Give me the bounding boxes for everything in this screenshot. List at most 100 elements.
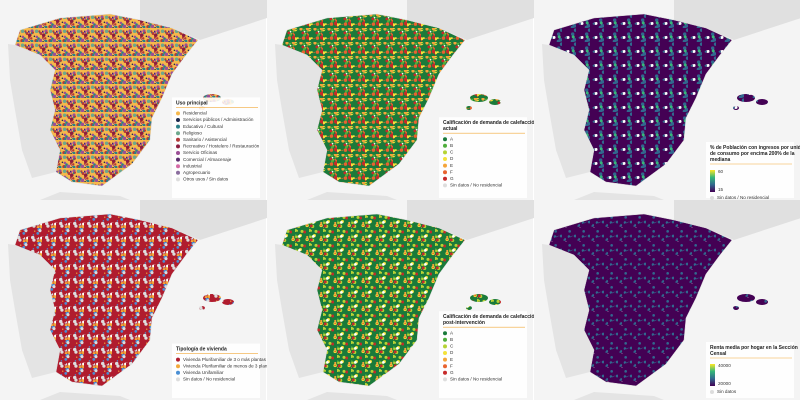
legend-tick-label: 20000 — [718, 381, 731, 386]
legend-label: Educativo / Cultural — [183, 124, 223, 129]
legend-swatch — [176, 151, 180, 155]
africa — [40, 192, 130, 200]
legend-swatch — [176, 370, 180, 375]
portugal — [542, 44, 594, 178]
france — [407, 200, 534, 240]
legend-title: Renta media por hogar en la Sección Censa… — [710, 345, 798, 357]
map-panel: Tipología de vivienda Vivienda Plurifamil… — [0, 200, 274, 400]
legend-label: Recreativo / Hostelero / Restauración — [183, 144, 260, 149]
legend-label: Vivienda Unifamiliar — [183, 370, 224, 375]
legend-swatch — [176, 131, 180, 136]
balearic-island — [466, 106, 472, 110]
spain — [281, 213, 466, 387]
balearic-island — [489, 299, 501, 305]
legend-swatch — [176, 164, 180, 169]
legend-label: Industrial — [183, 163, 202, 168]
legend-label: Sin datos / No residencial — [450, 377, 502, 382]
legend-label: Sin datos / No residencial — [183, 377, 235, 382]
legend-swatch — [176, 144, 180, 149]
legend-swatch — [176, 170, 180, 175]
spain — [548, 213, 733, 387]
legend-label: C — [450, 150, 454, 155]
spain — [14, 13, 199, 187]
africa — [40, 392, 130, 400]
africa — [307, 192, 397, 200]
legend-label: Otros usos / Sin datos — [183, 177, 229, 182]
legend-swatch — [176, 118, 180, 122]
legend-tick-label: 40000 — [718, 363, 731, 368]
legend-swatch — [443, 157, 447, 161]
legend-swatch — [443, 143, 447, 148]
legend-label: Sin datos / No residencial — [450, 183, 502, 188]
map-panel: % de Población con ingresos por unidad de… — [534, 0, 800, 200]
legend-label: Religioso — [183, 130, 202, 135]
legend-gradient — [710, 364, 715, 386]
legend-title: Uso principal — [176, 101, 208, 107]
legend: Renta media por hogar en la Sección Censa… — [706, 342, 798, 398]
legend-swatch — [443, 331, 447, 336]
legend-label: Agropecuario — [183, 170, 211, 175]
legend-label: Residencial — [183, 111, 207, 116]
france — [140, 200, 267, 240]
legend-label: Servicios públicos / Administración — [183, 117, 254, 122]
portugal — [275, 44, 327, 178]
legend-swatch — [443, 176, 447, 181]
legend-label: E — [450, 163, 453, 168]
balearic-island — [199, 306, 205, 310]
legend-swatch — [443, 183, 447, 188]
legend-label: C — [450, 344, 454, 349]
map-panel: Calificación de demanda de calefacción po… — [267, 200, 537, 400]
map-panel: Renta media por hogar en la Sección Censa… — [534, 200, 800, 400]
legend-swatch — [443, 351, 447, 355]
balearic-island — [756, 99, 768, 105]
legend-box — [172, 343, 260, 398]
legend-title: Tipología de vivienda — [176, 347, 227, 353]
legend-swatch — [443, 137, 447, 142]
legend-label: Vivienda Plurifamiliar de menos de 3 pla… — [183, 363, 274, 368]
legend-swatch — [443, 357, 447, 362]
balearic-island — [470, 294, 488, 302]
legend-swatch — [443, 377, 447, 382]
legend-title: Calificación de demanda de calefacción po… — [443, 315, 537, 327]
legend-tick-label: 15 — [718, 187, 724, 192]
portugal — [8, 44, 60, 178]
portugal — [8, 244, 60, 378]
legend-swatch — [176, 177, 180, 182]
spain — [281, 13, 466, 187]
balearic-island — [737, 294, 755, 302]
balearic-island — [733, 306, 739, 310]
legend-tick-label: 60 — [718, 169, 724, 174]
spain — [548, 13, 733, 187]
legend-box — [706, 342, 794, 398]
legend-box — [439, 117, 527, 198]
legend-title: % de Población con ingresos por unidad de… — [710, 145, 800, 163]
legend-label: A — [450, 330, 454, 335]
legend-label: F — [450, 169, 453, 174]
legend-box — [439, 311, 527, 398]
balearic-island — [466, 306, 472, 310]
legend: Tipología de vivienda Vivienda Plurifamil… — [172, 343, 274, 398]
legend-swatch — [710, 390, 714, 394]
legend-label: D — [450, 156, 454, 161]
legend-title: Calificación de demanda de calefacción ac… — [443, 121, 537, 133]
legend-label: B — [450, 337, 453, 342]
legend-label: D — [450, 350, 454, 355]
legend-swatch — [176, 364, 180, 369]
legend-label: Sin datos — [717, 389, 737, 394]
africa — [307, 392, 397, 400]
legend-swatch — [176, 137, 180, 142]
balearic-island — [470, 94, 488, 102]
spain — [14, 213, 199, 387]
legend-label: B — [450, 143, 453, 148]
legend-swatch — [710, 196, 714, 200]
legend-swatch — [176, 377, 180, 382]
balearic-island — [203, 294, 221, 302]
map-panel: Calificación de demanda de calefacción ac… — [267, 0, 537, 200]
legend: % de Población con ingresos por unidad de… — [706, 142, 800, 200]
legend-label: E — [450, 357, 453, 362]
legend-gradient — [710, 170, 715, 192]
legend-swatch — [176, 124, 180, 129]
